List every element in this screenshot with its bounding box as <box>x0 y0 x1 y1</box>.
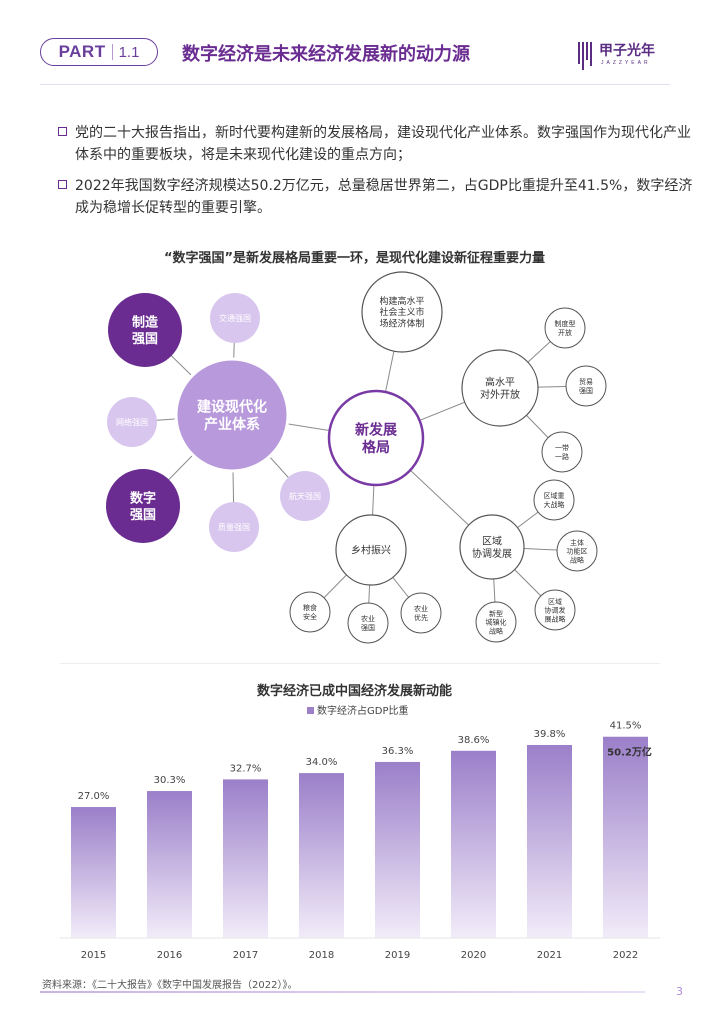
bar-value-label: 27.0% <box>78 791 110 802</box>
logo-text: 甲子光年 <box>599 43 655 59</box>
bullet-text: 2022年我国数字经济规模达50.2万亿元，总量稳居世界第二，占GDP比重提升至… <box>75 178 693 216</box>
diagram-title: “数字强国”是新发展格局重要一环，是现代化建设新征程重要力量 <box>163 251 546 266</box>
node-label: 贸易强国 <box>579 377 593 395</box>
node-label: 航天强国 <box>289 491 321 501</box>
small-strong-country-node <box>280 471 330 521</box>
part-badge: PART 1.1 <box>40 38 158 66</box>
bullet-item: 2022年我国数字经济规模达50.2万亿元，总量稳居世界第二，占GDP比重提升至… <box>56 175 696 219</box>
category-tick-label: 2021 <box>537 950 562 961</box>
bar-2022 <box>603 736 648 938</box>
source-note: 资料来源：《二十大报告》《数字中国发展报告（2022）》。 <box>42 980 298 991</box>
bar-value-label: 39.8% <box>534 729 566 740</box>
category-tick-label: 2019 <box>385 950 410 961</box>
page-number: 3 <box>676 985 683 998</box>
branch-node <box>361 271 443 353</box>
node-label: 构建高水平社会主义市场经济体制 <box>379 295 424 330</box>
bar-value-label: 41.5% <box>610 721 642 732</box>
new-development-pattern-node <box>327 389 425 487</box>
bar-value-label: 34.0% <box>306 757 338 768</box>
key-strong-country-node <box>106 469 180 543</box>
logo: 甲子光年 JAZZYEAR <box>577 38 677 74</box>
bar-2018 <box>299 773 344 938</box>
node-label: 农业优先 <box>414 604 428 622</box>
node-label: 网络强国 <box>116 417 148 427</box>
node-label: 农业强国 <box>361 614 375 632</box>
leaf-node <box>565 365 607 407</box>
industry-system-hub-node <box>174 357 290 473</box>
bar-value-label: 36.3% <box>382 746 414 757</box>
node-label: 高水平对外开放 <box>480 375 520 401</box>
bar-2019 <box>375 761 420 938</box>
node-label: 乡村振兴 <box>351 544 391 557</box>
part-number: 1.1 <box>118 43 140 61</box>
chart-legend: 数字经济占GDP比重 <box>307 704 408 717</box>
logo-icon <box>578 42 592 70</box>
square-bullet-icon <box>58 180 67 189</box>
node-label: 区域重大战略 <box>544 491 565 509</box>
node-label: 数字强国 <box>130 491 156 523</box>
category-tick-label: 2017 <box>233 950 258 961</box>
bar-2020 <box>451 750 496 938</box>
node-label: 新型城镇化战略 <box>486 609 507 636</box>
leaf-node <box>475 601 517 643</box>
node-label: 制造强国 <box>132 315 159 347</box>
node-label: 交通强国 <box>219 313 251 323</box>
square-bullet-icon <box>58 127 67 136</box>
node-label: 粮食安全 <box>303 603 317 621</box>
bar-2021 <box>527 744 572 938</box>
bullet-text: 党的二十大报告指出，新时代要构建新的发展格局，建设现代化产业体系。数字强国作为现… <box>75 125 691 163</box>
node-label: 主体功能区战略 <box>567 538 588 565</box>
node-label: 新发展格局 <box>355 421 397 456</box>
leaf-node <box>400 592 442 634</box>
small-strong-country-node <box>209 502 259 552</box>
bar-value-label: 38.6% <box>458 735 490 746</box>
node-label: 区域协调发展战略 <box>545 597 566 624</box>
legend-label: 数字经济占GDP比重 <box>317 704 408 717</box>
header-divider <box>40 84 670 85</box>
bar-value-label: 32.7% <box>230 763 262 774</box>
legend-swatch <box>307 707 314 714</box>
bar-2017 <box>223 779 268 938</box>
leaf-node <box>541 431 583 473</box>
leaf-node <box>347 602 389 644</box>
page-title: 数字经济是未来经济发展新的动力源 <box>182 44 470 65</box>
category-tick-label: 2016 <box>157 950 182 961</box>
leaf-node <box>544 307 586 349</box>
category-tick-label: 2018 <box>309 950 334 961</box>
node-label: 一带一路 <box>555 444 569 461</box>
branch-node <box>335 514 407 586</box>
key-strong-country-node <box>108 293 182 367</box>
node-label: 区域协调发展 <box>472 534 512 560</box>
bar-2016 <box>147 791 192 938</box>
part-divider <box>111 44 113 60</box>
section-divider <box>60 663 660 664</box>
leaf-node <box>556 530 598 572</box>
node-label: 制度型开放 <box>555 319 576 337</box>
bullet-item: 党的二十大报告指出，新时代要构建新的发展格局，建设现代化产业体系。数字强国作为现… <box>56 122 696 166</box>
chart-title: 数字经济已成中国经济发展新动能 <box>256 684 452 699</box>
leaf-node <box>534 589 576 631</box>
bar-value-label: 30.3% <box>154 775 186 786</box>
small-strong-country-node <box>210 293 260 343</box>
category-tick-label: 2020 <box>461 950 486 961</box>
node-label: 质量强国 <box>218 522 250 532</box>
logo-subtext: JAZZYEAR <box>601 60 651 66</box>
part-label: PART <box>58 42 106 61</box>
category-tick-label: 2015 <box>81 950 106 961</box>
node-label: 建设现代化产业体系 <box>197 398 267 433</box>
small-strong-country-node <box>107 397 157 447</box>
footer-divider <box>40 991 645 993</box>
leaf-node <box>533 479 575 521</box>
leaf-node <box>289 591 331 633</box>
branch-node <box>459 514 525 580</box>
bar-2015 <box>71 807 116 938</box>
branch-node <box>461 349 539 427</box>
bar-annotation: 50.2万亿 <box>607 746 652 759</box>
category-tick-label: 2022 <box>613 950 638 961</box>
